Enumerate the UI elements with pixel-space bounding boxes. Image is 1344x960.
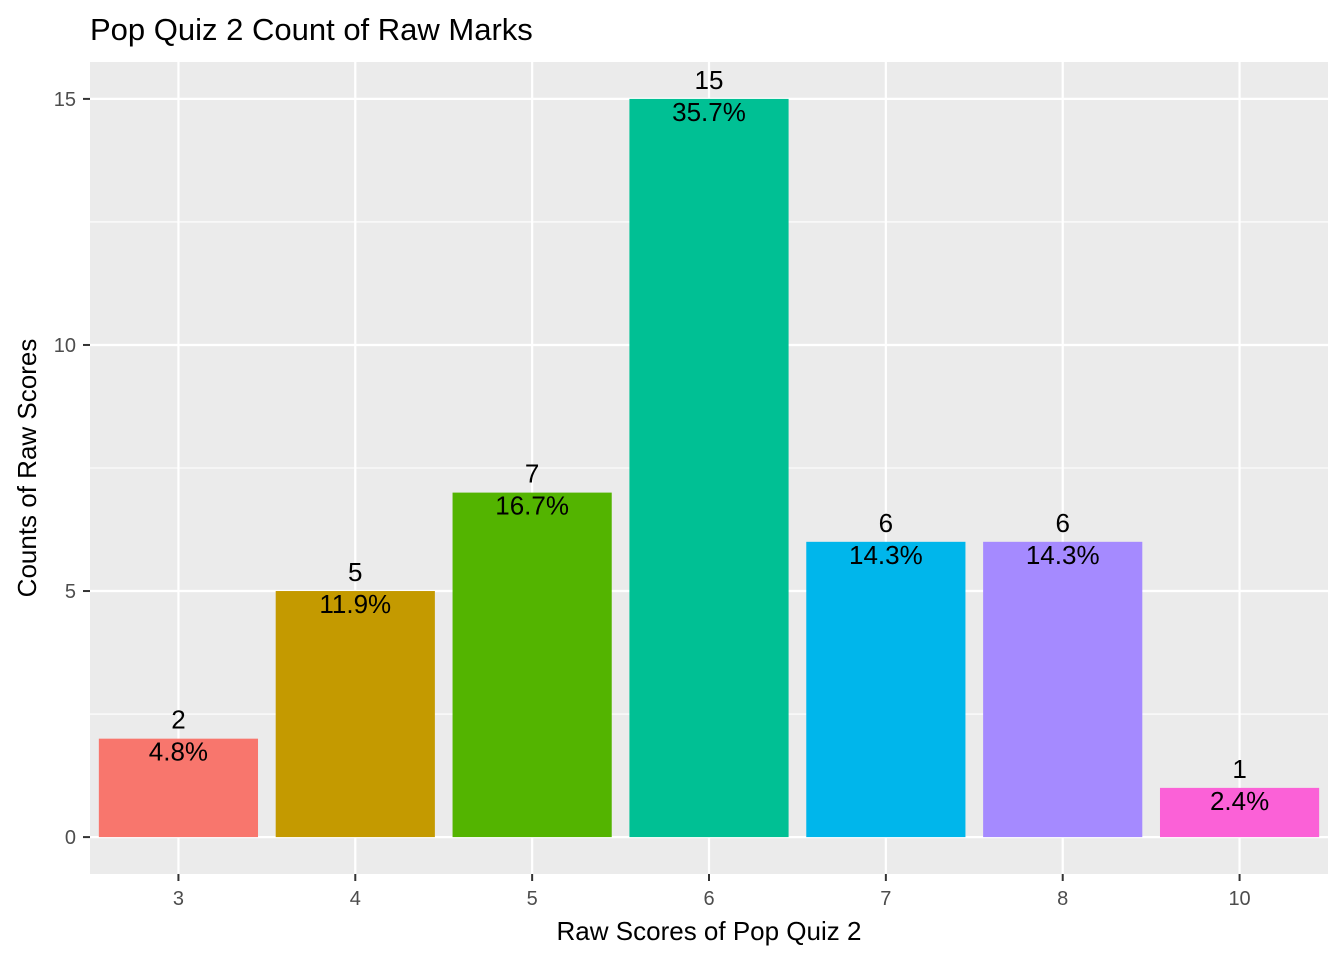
count-label: 5 bbox=[348, 557, 362, 587]
x-tick-label: 10 bbox=[1228, 888, 1250, 910]
bars bbox=[98, 98, 1320, 838]
count-label: 1 bbox=[1232, 754, 1246, 784]
x-tick-label: 5 bbox=[527, 888, 538, 910]
y-tick-label: 5 bbox=[65, 581, 76, 603]
x-tick-label: 4 bbox=[350, 888, 361, 910]
percent-label: 11.9% bbox=[319, 589, 391, 619]
count-label: 6 bbox=[1055, 508, 1069, 538]
y-tick-label: 0 bbox=[65, 827, 76, 849]
x-tick-label: 6 bbox=[703, 888, 714, 910]
percent-label: 16.7% bbox=[495, 491, 569, 521]
percent-label: 14.3% bbox=[1026, 540, 1100, 570]
bar-4 bbox=[275, 591, 435, 838]
percent-label: 35.7% bbox=[672, 97, 746, 127]
y-axis: 0 5 10 15 bbox=[54, 89, 90, 849]
x-tick-label: 8 bbox=[1057, 888, 1068, 910]
bar-5 bbox=[452, 492, 612, 838]
count-label: 6 bbox=[879, 508, 893, 538]
data-labels: 24.8%511.9%716.7%1535.7%614.3%614.3%12.4… bbox=[149, 65, 1269, 816]
y-tick-label: 15 bbox=[54, 89, 76, 111]
y-axis-title: Counts of Raw Scores bbox=[12, 339, 42, 598]
count-label: 7 bbox=[525, 459, 539, 489]
percent-label: 4.8% bbox=[149, 737, 208, 767]
x-axis: 3 4 5 6 7 8 10 bbox=[173, 874, 1251, 910]
x-tick-label: 3 bbox=[173, 888, 184, 910]
percent-label: 14.3% bbox=[849, 540, 923, 570]
x-axis-title: Raw Scores of Pop Quiz 2 bbox=[557, 916, 862, 946]
count-label: 15 bbox=[695, 65, 724, 95]
bar-10 bbox=[1159, 787, 1320, 838]
bar-7 bbox=[806, 541, 966, 838]
y-tick-label: 10 bbox=[54, 335, 76, 357]
percent-label: 2.4% bbox=[1210, 786, 1269, 816]
count-label: 2 bbox=[171, 705, 185, 735]
bar-8 bbox=[983, 541, 1143, 838]
bar-3 bbox=[98, 738, 259, 838]
x-tick-label: 7 bbox=[880, 888, 891, 910]
bar-6 bbox=[629, 98, 789, 838]
chart-title: Pop Quiz 2 Count of Raw Marks bbox=[90, 12, 533, 47]
